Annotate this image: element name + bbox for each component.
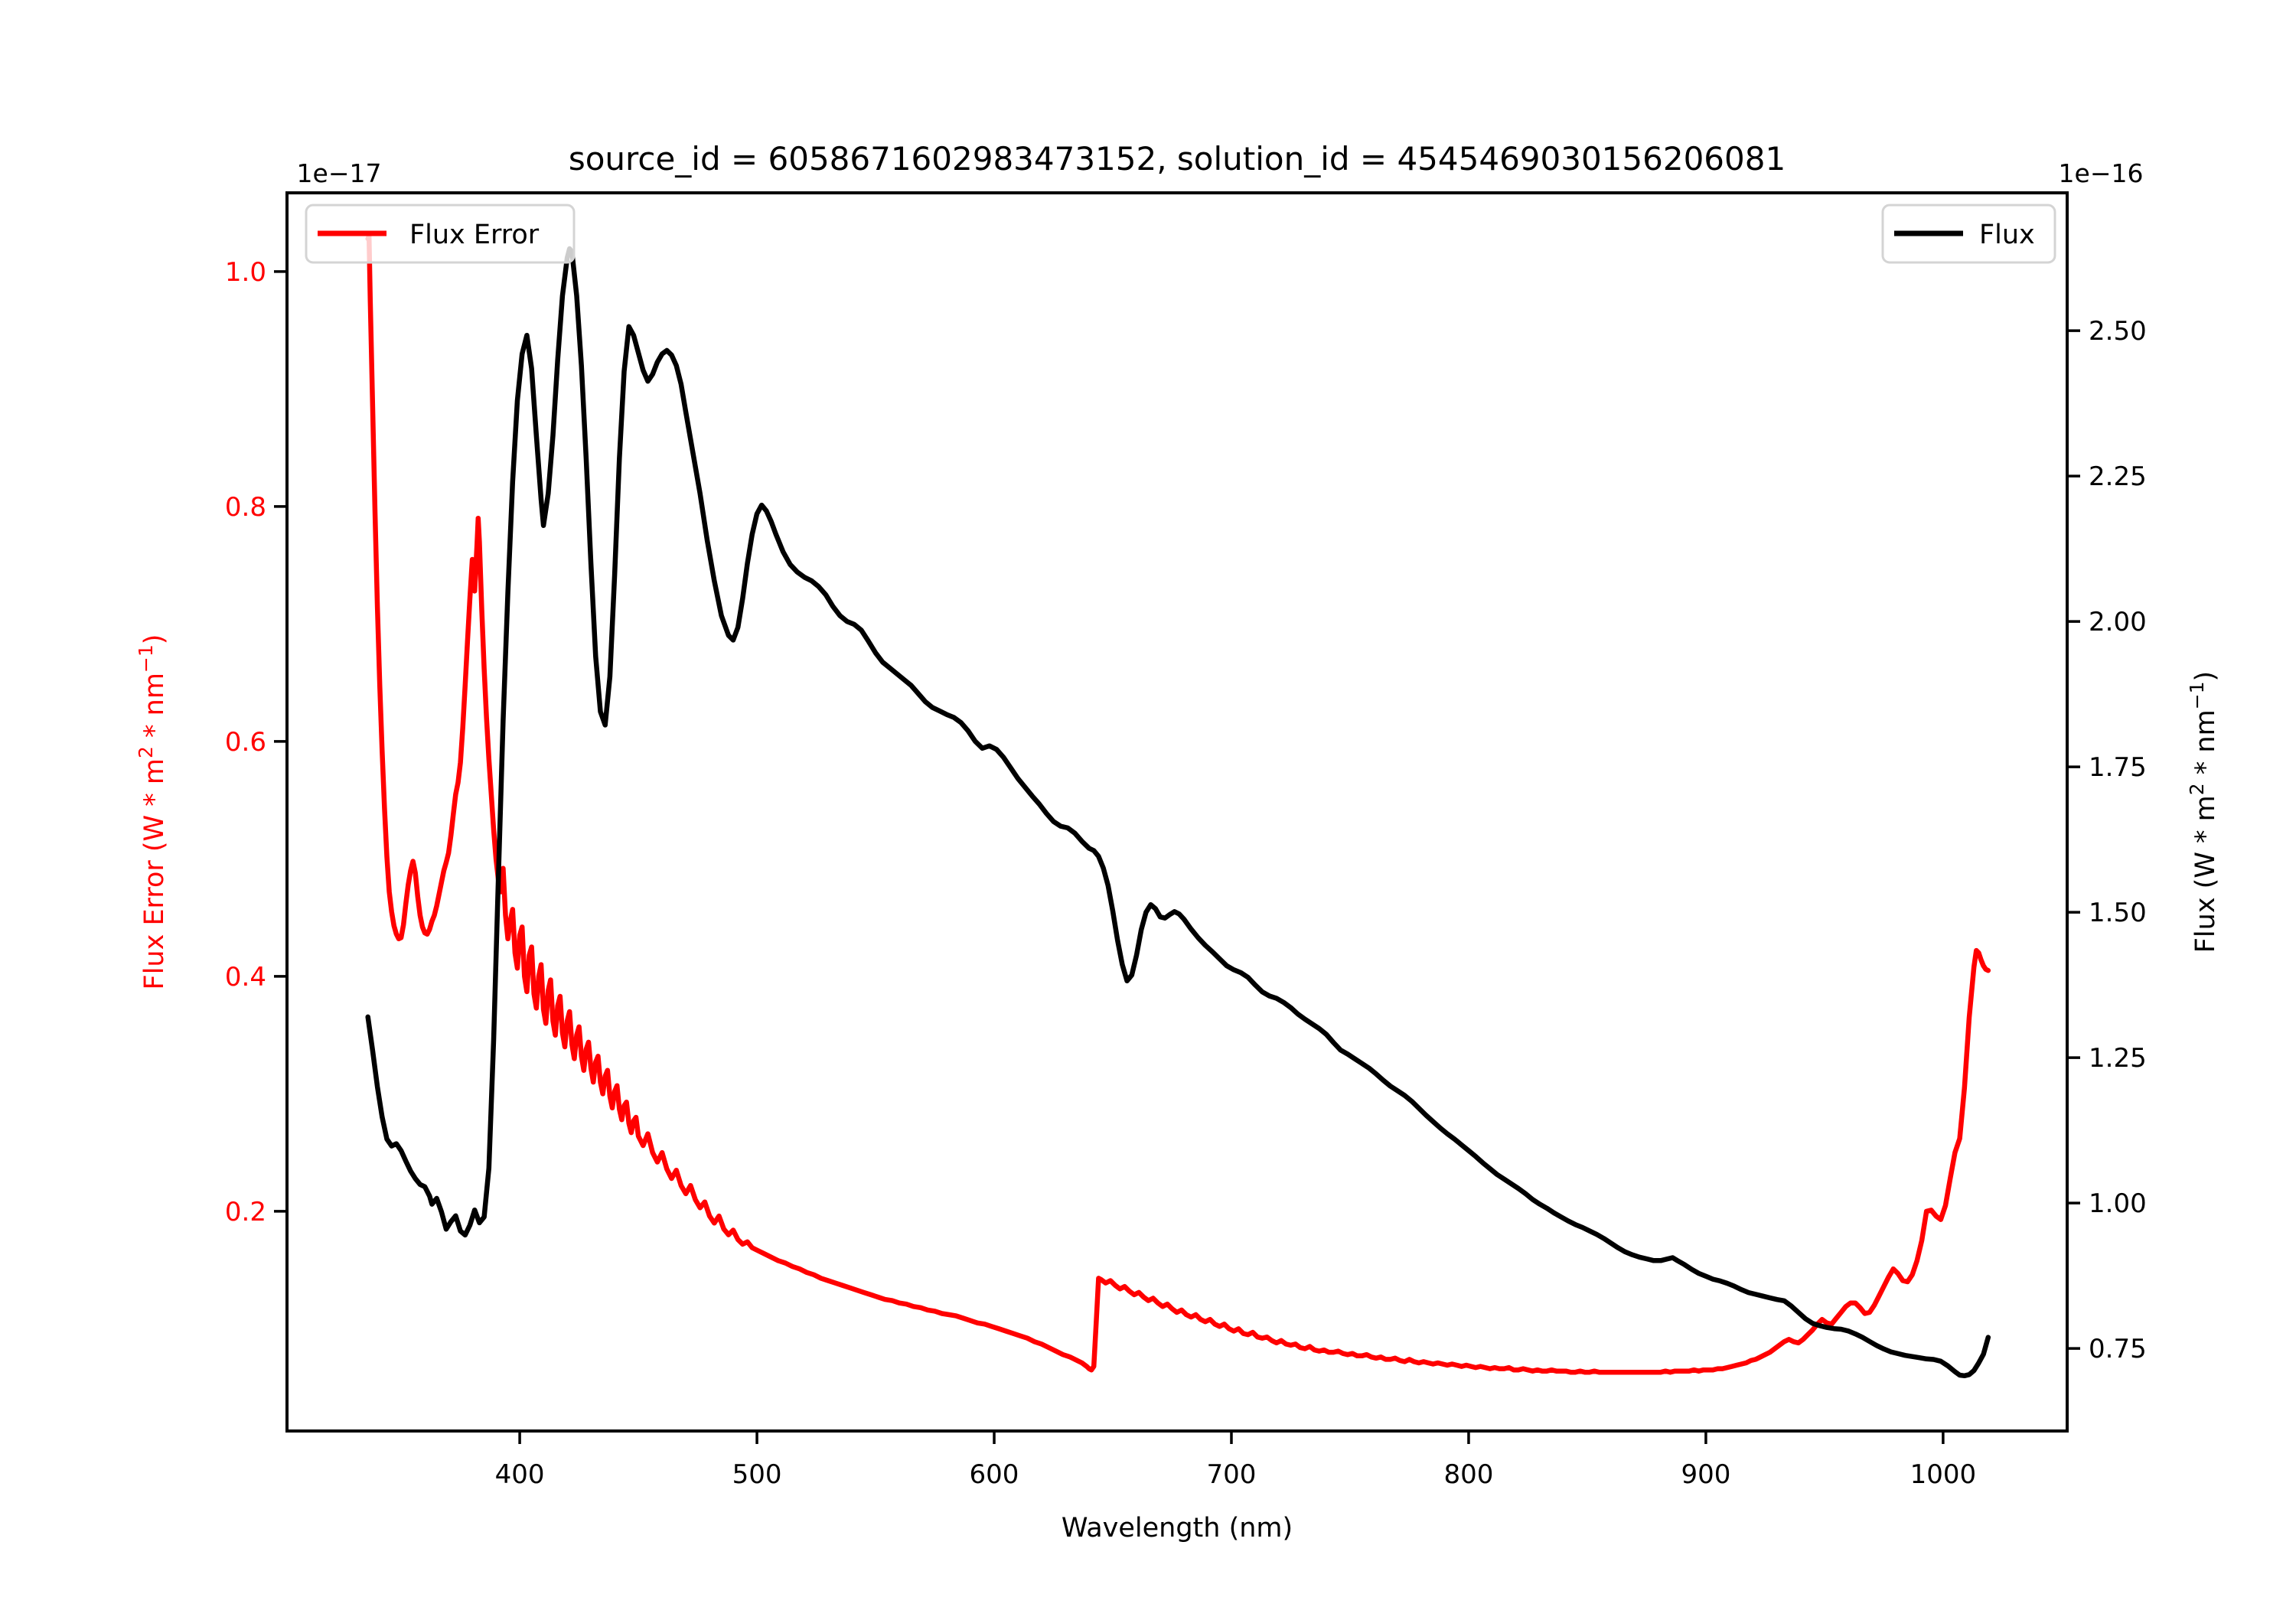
legend-label-flux: Flux: [1979, 220, 2035, 250]
legend-flux: Flux: [1881, 204, 2056, 264]
plot-dynamic-content: 400 500 600 700 800 900 1000 0.2 0.4 0.6 0.8 1.0 0.7…: [135, 233, 2221, 1490]
y-right-tick-label: 1.75: [2089, 752, 2147, 783]
y-left-tick-label: 0.2: [225, 1197, 266, 1227]
y-right-offset-text: 1e−16: [2059, 158, 2144, 188]
x-tick-label: 400: [495, 1459, 545, 1490]
legend-box: [305, 204, 576, 264]
y-left-axis-label: Flux Error (W * m2 * nm−1): [135, 634, 170, 990]
x-tick-label: 900: [1681, 1459, 1730, 1490]
y-right-axis-label: Flux (W * m2 * nm−1): [2186, 671, 2221, 953]
y-left-tick-label: 0.6: [225, 727, 266, 758]
chart-title: source_id = 6058671602983473152, solutio…: [569, 140, 1786, 178]
y-right-tick-label: 2.00: [2089, 607, 2147, 637]
legend-box: [1881, 204, 2056, 264]
flux-error-line: [365, 233, 1991, 1375]
legend-flux-error: Flux Error: [305, 204, 576, 264]
y-right-tick-label: 0.75: [2089, 1334, 2147, 1364]
y-left-tick-label: 0.4: [225, 962, 266, 993]
x-tick-label: 600: [970, 1459, 1019, 1490]
y-right-tick-label: 1.50: [2089, 898, 2147, 928]
y-right-tick-label: 2.25: [2089, 461, 2147, 492]
y-right-tick-label: 1.25: [2089, 1043, 2147, 1074]
x-tick-label: 500: [732, 1459, 782, 1490]
x-tick-label: 700: [1207, 1459, 1257, 1490]
y-left-tick-label: 0.8: [225, 492, 266, 523]
x-tick-label: 1000: [1910, 1459, 1977, 1490]
x-axis-label: Wavelength (nm): [1062, 1513, 1293, 1543]
y-right-tick-label: 1.00: [2089, 1188, 2147, 1219]
y-right-tick-label: 2.50: [2089, 316, 2147, 347]
y-left-tick-label: 1.0: [225, 257, 266, 288]
x-tick-label: 800: [1443, 1459, 1493, 1490]
plot-area-frame: [285, 191, 2069, 1433]
legend-label-flux-error: Flux Error: [409, 220, 540, 250]
flux-line: [365, 246, 1991, 1379]
y-left-offset-text: 1e−17: [297, 158, 382, 188]
